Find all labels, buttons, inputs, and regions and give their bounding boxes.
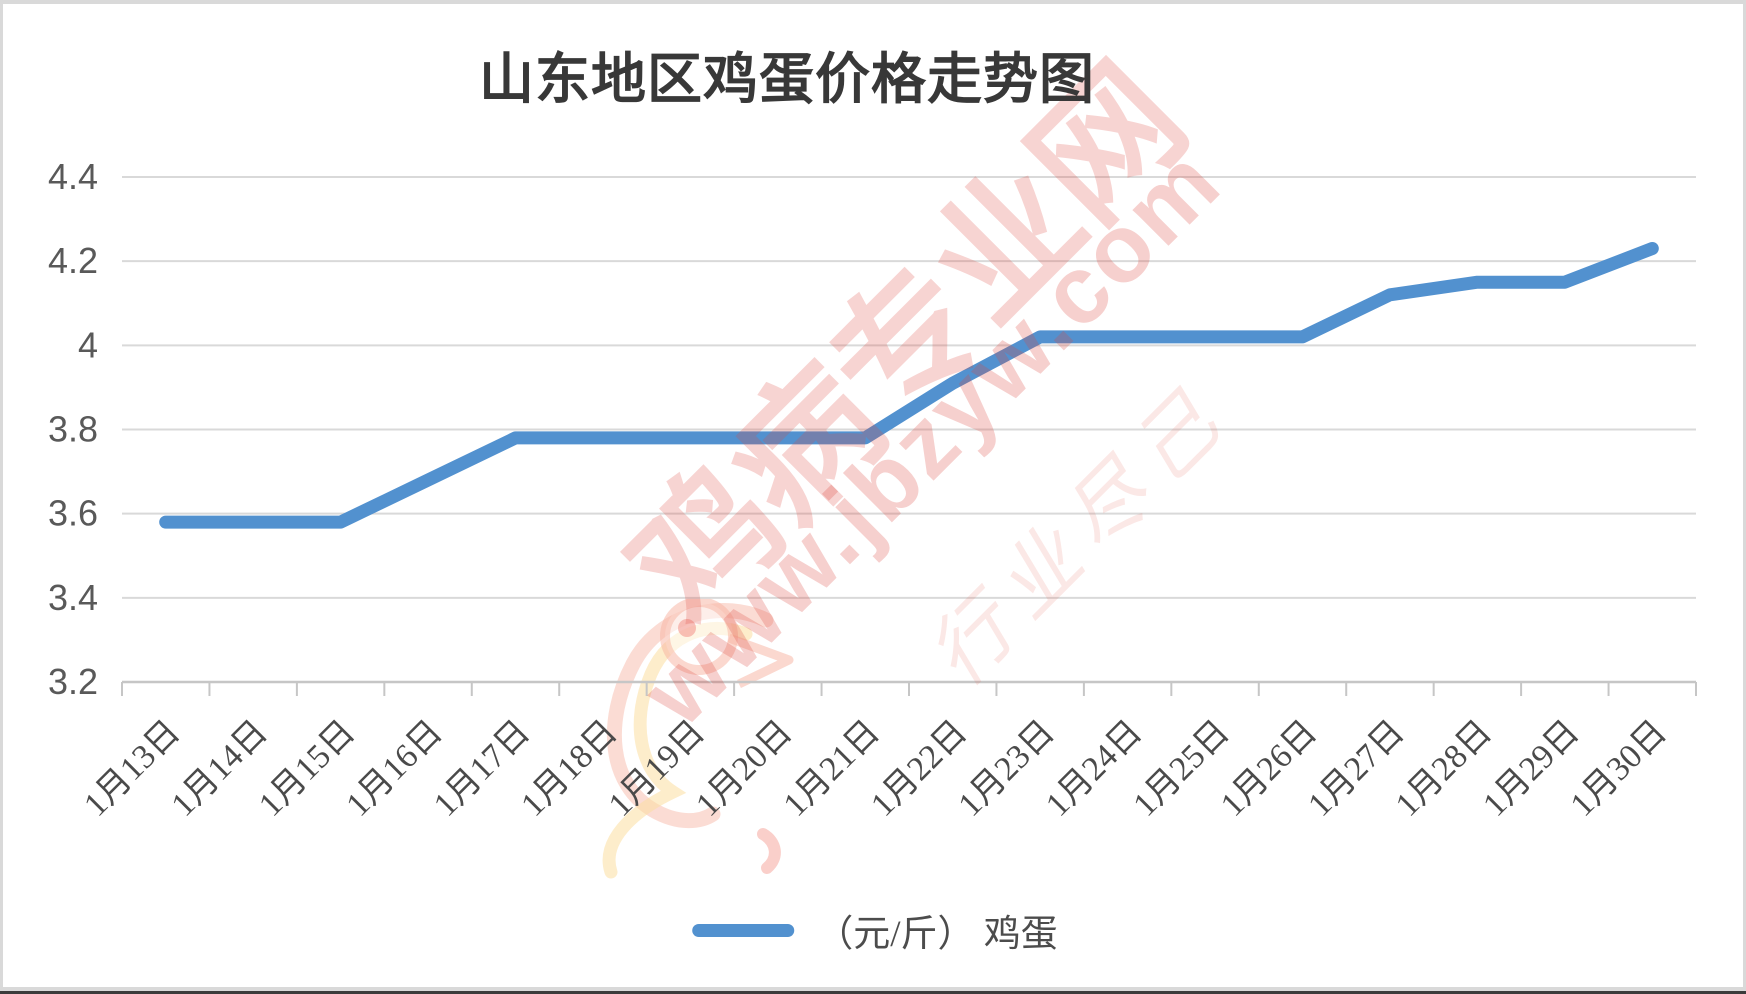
x-axis-label: 1月19日 <box>602 713 712 823</box>
x-axis-label: 1月27日 <box>1301 713 1411 823</box>
x-axis-label: 1月20日 <box>689 713 799 823</box>
y-axis-label: 4 <box>78 324 98 365</box>
y-axis-label: 4.2 <box>48 240 98 281</box>
x-axis-label: 1月17日 <box>427 713 537 823</box>
y-axis-label: 3.6 <box>48 493 98 534</box>
y-axis-labels: 3.2 3.4 3.6 3.8 4 4.2 4.4 <box>48 156 98 702</box>
window-bottom-edge <box>0 991 1746 994</box>
legend-label: （元/斤） 鸡蛋 <box>816 914 1058 955</box>
x-axis-label: 1月15日 <box>252 713 362 823</box>
x-axis-label: 1月28日 <box>1389 713 1499 823</box>
x-axis-label: 1月16日 <box>339 713 449 823</box>
x-axis-label: 1月22日 <box>864 713 974 823</box>
x-axis-label: 1月26日 <box>1214 713 1324 823</box>
y-axis-label: 3.4 <box>48 577 98 618</box>
x-axis-label: 1月18日 <box>514 713 624 823</box>
legend: （元/斤） 鸡蛋 <box>692 903 1058 957</box>
x-axis-label: 1月25日 <box>1126 713 1236 823</box>
rooster-beak <box>727 633 794 689</box>
x-axis <box>121 680 1697 696</box>
x-axis-label: 1月21日 <box>777 713 887 823</box>
y-axis-label: 4.4 <box>48 156 98 197</box>
price-line-chart: 3.2 3.4 3.6 3.8 4 4.2 4.4 1月13日1月14日1月15日1月16日… <box>48 156 1697 824</box>
x-axis-label: 1月24日 <box>1039 713 1149 823</box>
legend-line-swatch <box>692 923 795 937</box>
gridlines <box>122 176 1696 599</box>
y-axis-label: 3.2 <box>48 661 98 702</box>
x-axis-labels: 1月13日1月14日1月15日1月16日1月17日1月18日1月19日1月20日… <box>77 713 1674 823</box>
x-axis-label: 1月30日 <box>1564 713 1674 823</box>
chart-title: 山东地区鸡蛋价格走势图 <box>478 49 1096 110</box>
x-axis-label: 1月13日 <box>77 713 187 823</box>
y-axis-label: 3.8 <box>48 409 98 450</box>
egg-price-line <box>159 242 1659 529</box>
rooster-logo-watermark <box>602 597 794 879</box>
chart-canvas: 3.2 3.4 3.6 3.8 4 4.2 4.4 1月13日 1月14日 1月15日 1月16日… <box>3 4 1743 987</box>
x-axis-label: 1月23日 <box>952 713 1062 823</box>
x-axis-label: 1月14日 <box>165 713 275 823</box>
rooster-eye <box>678 619 696 637</box>
x-axis-label: 1月29日 <box>1476 713 1586 823</box>
rooster-tail-comma <box>757 828 781 874</box>
